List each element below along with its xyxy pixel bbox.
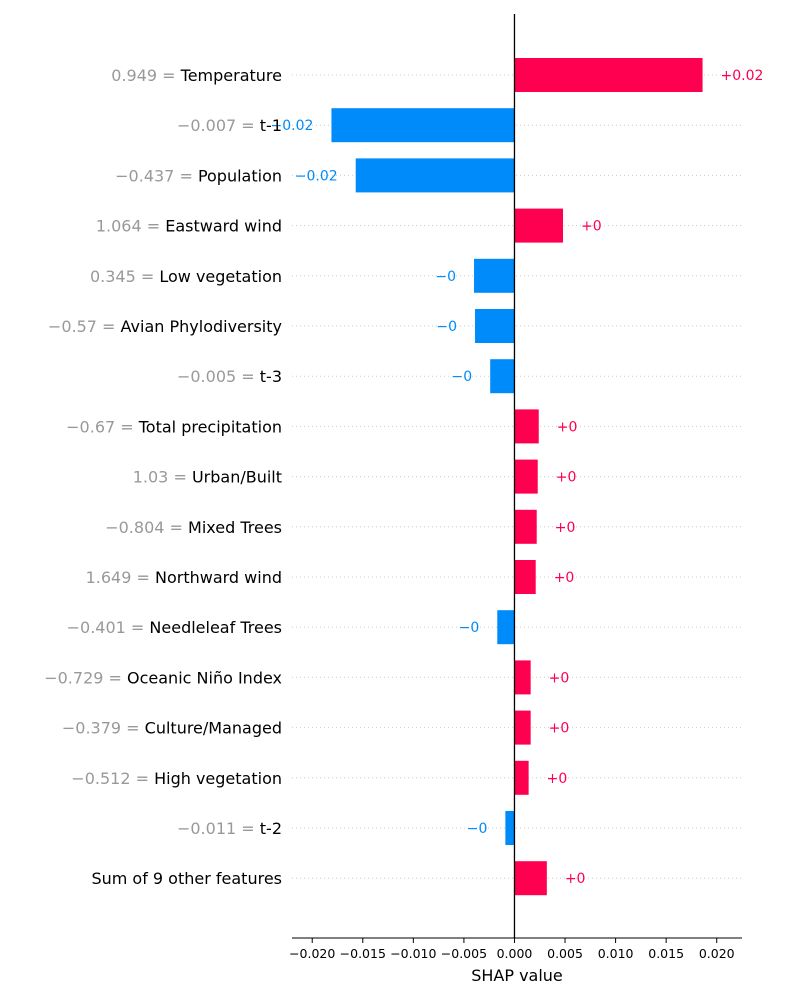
bar-value-label: +0	[547, 771, 568, 787]
bar-value-label: −0	[452, 369, 473, 385]
feature-value: −0.512 =	[71, 769, 154, 788]
feature-label: −0.729 = Oceanic Niño Index	[44, 668, 282, 687]
x-tick-label: −0.015	[340, 946, 386, 961]
bar	[514, 509, 537, 544]
feature-name: Low vegetation	[159, 267, 282, 286]
feature-label: −0.437 = Population	[115, 166, 282, 185]
feature-value: −0.379 =	[62, 719, 145, 738]
bar	[514, 660, 531, 695]
bar	[497, 610, 515, 645]
bar-value-label: −0.02	[295, 168, 338, 184]
feature-value: 0.345 =	[90, 267, 159, 286]
feature-name: Temperature	[180, 66, 282, 85]
x-tick-label: 0.015	[648, 946, 684, 961]
feature-name: Urban/Built	[192, 468, 282, 487]
bar-value-label: +0	[556, 470, 577, 486]
feature-label: −0.007 = t-1	[177, 116, 282, 135]
feature-name: Oceanic Niño Index	[127, 668, 282, 687]
bar	[331, 108, 515, 143]
bar	[475, 309, 515, 343]
bar-value-label: +0	[565, 871, 586, 887]
bar	[514, 208, 564, 243]
bar	[355, 158, 515, 193]
bar	[490, 359, 515, 394]
feature-name: Needleleaf Trees	[149, 618, 282, 637]
x-tick-label: 0.010	[598, 946, 634, 961]
bars: +0.02 −0.02 −0.02 +0 −0 −0 −0 +0 +0 +0 +0 −0 +0 +0 +0 −…	[271, 58, 764, 896]
x-tick-label: −0.020	[289, 946, 335, 961]
feature-value: −0.437 =	[115, 166, 198, 185]
feature-value: −0.401 =	[67, 618, 150, 637]
bar-value-label: +0.02	[721, 68, 764, 84]
feature-value: 1.064 =	[96, 217, 165, 236]
bar	[514, 560, 536, 594]
bar-value-label: −0	[435, 269, 456, 285]
bar	[514, 710, 531, 745]
bar-value-label: +0	[549, 670, 570, 686]
bar	[505, 811, 515, 845]
feature-label: 0.949 = Temperature	[111, 66, 282, 85]
feature-name: Mixed Trees	[188, 518, 282, 537]
feature-value: −0.005 =	[177, 367, 260, 386]
feature-label: −0.005 = t-3	[177, 367, 282, 386]
feature-label: 1.03 = Urban/Built	[133, 468, 282, 487]
feature-name: High vegetation	[154, 769, 282, 788]
x-tick-label: 0.000	[497, 946, 533, 961]
bar	[514, 58, 703, 92]
feature-name: Northward wind	[155, 568, 282, 587]
feature-value: 1.03 =	[133, 468, 192, 487]
x-axis: −0.020 −0.015 −0.010 −0.005 0.000 0.005 0.010 0…	[289, 937, 742, 961]
feature-label: 1.649 = Northward wind	[86, 568, 282, 587]
feature-value: 0.949 =	[111, 66, 180, 85]
x-tick-label: 0.005	[547, 946, 583, 961]
x-axis-label: SHAP value	[471, 966, 563, 985]
feature-label: −0.379 = Culture/Managed	[62, 719, 282, 738]
feature-name: t-2	[260, 819, 282, 838]
feature-value: −0.57 =	[48, 317, 121, 336]
bar	[514, 459, 538, 494]
feature-label: −0.011 = t-2	[177, 819, 282, 838]
x-tick-label: −0.005	[441, 946, 487, 961]
bar	[514, 861, 547, 896]
feature-label: −0.57 = Avian Phylodiversity	[48, 317, 282, 336]
bar-value-label: +0	[549, 721, 570, 737]
feature-label: Sum of 9 other features	[91, 869, 282, 888]
feature-name: Population	[198, 166, 282, 185]
feature-value: 1.649 =	[86, 568, 155, 587]
feature-name: Culture/Managed	[145, 719, 282, 738]
feature-name: t-3	[260, 367, 282, 386]
bar-value-label: +0	[554, 570, 575, 586]
feature-label: −0.67 = Total precipitation	[66, 417, 282, 436]
bar-value-label: +0	[557, 419, 578, 435]
feature-label: −0.804 = Mixed Trees	[105, 518, 282, 537]
feature-label: 1.064 = Eastward wind	[96, 217, 282, 236]
feature-name: t-1	[260, 116, 282, 135]
feature-value: −0.804 =	[105, 518, 188, 537]
bar	[514, 409, 539, 444]
bar	[474, 258, 515, 293]
feature-name: Avian Phylodiversity	[121, 317, 282, 336]
feature-name: Total precipitation	[138, 417, 282, 436]
bar-value-label: −0.02	[271, 118, 314, 134]
feature-name: Sum of 9 other features	[91, 869, 282, 888]
bar-value-label: +0	[581, 219, 602, 235]
feature-labels: 0.949 = Temperature −0.007 = t-1 −0.437 = …	[44, 66, 282, 888]
bar	[514, 760, 529, 795]
feature-value: −0.729 =	[44, 668, 127, 687]
feature-label: −0.512 = High vegetation	[71, 769, 282, 788]
feature-name: Eastward wind	[165, 217, 282, 236]
bar-value-label: −0	[467, 821, 488, 837]
bar-value-label: −0	[436, 319, 457, 335]
feature-value: −0.011 =	[177, 819, 260, 838]
feature-value: −0.007 =	[177, 116, 260, 135]
bar-value-label: −0	[459, 620, 480, 636]
feature-label: 0.345 = Low vegetation	[90, 267, 282, 286]
feature-value: −0.67 =	[66, 417, 139, 436]
x-tick-label: 0.020	[699, 946, 735, 961]
bar-value-label: +0	[555, 520, 576, 536]
x-tick-label: −0.010	[390, 946, 436, 961]
feature-label: −0.401 = Needleleaf Trees	[67, 618, 282, 637]
